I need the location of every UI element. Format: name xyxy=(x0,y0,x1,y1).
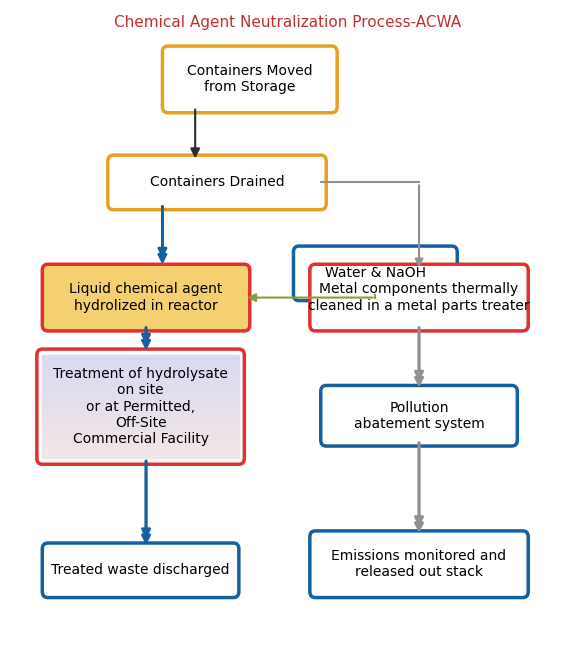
Bar xyxy=(42,374,239,376)
Bar xyxy=(42,386,239,388)
Bar xyxy=(42,456,239,458)
FancyBboxPatch shape xyxy=(42,264,250,331)
Bar xyxy=(42,405,239,407)
Bar xyxy=(42,417,239,419)
Bar xyxy=(42,415,239,417)
Bar xyxy=(42,441,239,443)
Bar xyxy=(42,360,239,362)
Bar xyxy=(42,413,239,415)
Bar xyxy=(42,452,239,454)
Bar xyxy=(42,371,239,374)
Bar xyxy=(42,398,239,400)
Bar xyxy=(42,443,239,446)
Bar xyxy=(42,438,239,440)
Bar xyxy=(42,409,239,411)
Text: Treated waste discharged: Treated waste discharged xyxy=(51,563,230,577)
FancyBboxPatch shape xyxy=(162,46,337,113)
Bar xyxy=(42,364,239,365)
Bar xyxy=(42,440,239,441)
Bar xyxy=(42,365,239,367)
Bar xyxy=(42,432,239,434)
FancyBboxPatch shape xyxy=(321,385,517,446)
Bar xyxy=(42,390,239,392)
Bar xyxy=(42,394,239,396)
Bar xyxy=(42,419,239,421)
Text: Liquid chemical agent
hydrolized in reactor: Liquid chemical agent hydrolized in reac… xyxy=(69,282,223,312)
Text: Containers Moved
from Storage: Containers Moved from Storage xyxy=(187,64,313,94)
Bar xyxy=(42,388,239,390)
Bar xyxy=(42,425,239,427)
Bar xyxy=(42,421,239,423)
Bar xyxy=(42,384,239,386)
Bar xyxy=(42,450,239,452)
Bar xyxy=(42,423,239,425)
Bar xyxy=(42,411,239,413)
Bar xyxy=(42,407,239,409)
FancyBboxPatch shape xyxy=(310,264,528,331)
Bar xyxy=(42,400,239,403)
Bar xyxy=(42,362,239,364)
Bar xyxy=(42,427,239,429)
Bar xyxy=(42,380,239,382)
Text: Containers Drained: Containers Drained xyxy=(150,176,285,189)
Text: Water & NaOH: Water & NaOH xyxy=(325,267,426,280)
FancyBboxPatch shape xyxy=(42,543,239,597)
Bar xyxy=(42,448,239,450)
Text: Metal components thermally
cleaned in a metal parts treater: Metal components thermally cleaned in a … xyxy=(308,282,530,312)
Bar xyxy=(42,446,239,448)
FancyBboxPatch shape xyxy=(108,155,326,210)
Bar xyxy=(42,376,239,378)
Bar xyxy=(42,367,239,369)
FancyBboxPatch shape xyxy=(293,246,457,301)
Bar xyxy=(42,454,239,456)
Bar xyxy=(42,357,239,360)
Bar xyxy=(42,403,239,405)
Bar xyxy=(42,429,239,432)
Bar xyxy=(42,355,239,357)
Bar xyxy=(42,434,239,436)
Text: Emissions monitored and
released out stack: Emissions monitored and released out sta… xyxy=(331,549,507,579)
Bar xyxy=(42,369,239,371)
Title: Chemical Agent Neutralization Process-ACWA: Chemical Agent Neutralization Process-AC… xyxy=(115,15,461,30)
Bar xyxy=(42,378,239,380)
Text: Treatment of hydrolysate
on site
or at Permitted,
Off-Site
Commercial Facility: Treatment of hydrolysate on site or at P… xyxy=(53,367,228,446)
Bar xyxy=(42,382,239,384)
FancyBboxPatch shape xyxy=(310,531,528,597)
Bar xyxy=(42,396,239,398)
Bar xyxy=(42,436,239,438)
Bar xyxy=(42,392,239,394)
Text: Pollution
abatement system: Pollution abatement system xyxy=(354,401,484,431)
